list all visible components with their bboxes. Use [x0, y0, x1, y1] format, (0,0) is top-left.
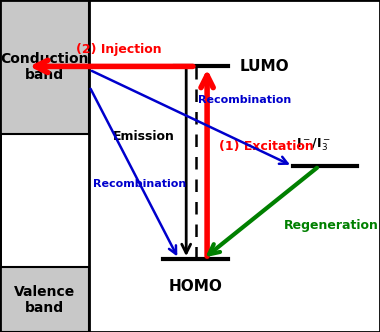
Text: (2) Injection: (2) Injection — [76, 43, 162, 56]
Text: Recombination: Recombination — [93, 179, 186, 189]
Text: Valence
band: Valence band — [14, 285, 75, 315]
Bar — [0, 267, 89, 332]
Text: Emission: Emission — [113, 129, 175, 143]
Text: Conduction
band: Conduction band — [0, 52, 89, 82]
Text: HOMO: HOMO — [169, 279, 223, 294]
Text: (1) Excitation: (1) Excitation — [218, 139, 313, 153]
Text: Regeneration: Regeneration — [284, 219, 379, 232]
Bar — [0, 0, 89, 134]
Text: Recombination: Recombination — [198, 95, 291, 105]
Text: I$^-$/I$_3^-$: I$^-$/I$_3^-$ — [296, 136, 332, 153]
Text: LUMO: LUMO — [239, 59, 289, 74]
Bar — [0, 0, 89, 332]
